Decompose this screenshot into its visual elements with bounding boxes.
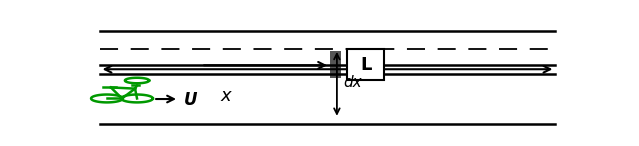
Text: U: U [184,91,197,109]
Text: L: L [360,56,372,74]
Text: x: x [220,87,231,105]
Text: dx: dx [343,75,362,90]
Bar [330,51,341,78]
Bar [348,49,385,80]
